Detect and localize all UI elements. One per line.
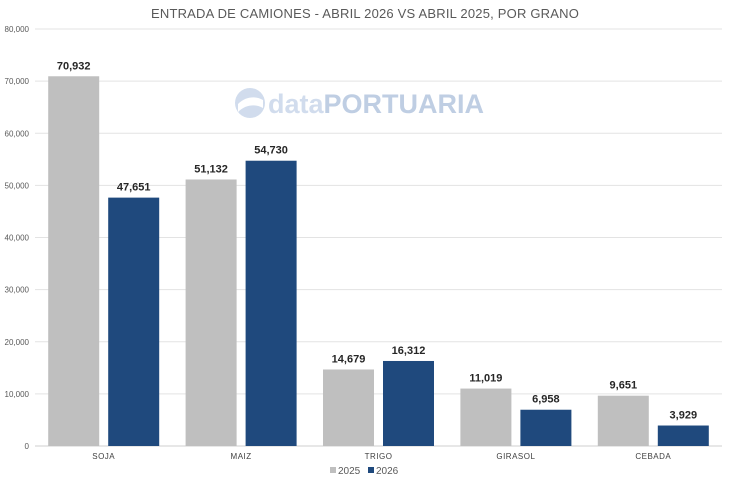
data-labels: 70,932 47,651 51,132 54,730 14,679 16,312 11,0… xyxy=(57,60,697,421)
bar-2025-cebada xyxy=(597,395,649,446)
category-label-soja: SOJA xyxy=(92,452,115,461)
category-label-cebada: CEBADA xyxy=(635,452,671,461)
port-logo-icon xyxy=(235,88,265,118)
data-label-2026-cebada: 3,929 xyxy=(670,410,698,422)
category-label-girasol: GIRASOL xyxy=(496,452,535,461)
y-tick-label: 80,000 xyxy=(5,25,30,34)
bar-2025-soja xyxy=(48,76,100,446)
legend: 2025 2026 xyxy=(330,466,399,477)
bar-2025-trigo xyxy=(323,369,374,446)
bar-2026-girasol xyxy=(520,409,572,446)
data-label-2025-soja: 70,932 xyxy=(57,60,91,72)
legend-swatch-2025 xyxy=(330,467,336,473)
bar-2025-girasol xyxy=(460,388,512,446)
watermark-text-portuaria: PORTUARIA xyxy=(324,89,485,119)
data-label-2026-trigo: 16,312 xyxy=(392,345,426,357)
legend-label-2026: 2026 xyxy=(376,466,399,477)
data-label-2026-soja: 47,651 xyxy=(117,182,151,194)
watermark-text-data: data xyxy=(268,89,325,119)
y-axis-ticks: 0 10,000 20,000 30,000 40,000 50,000 60,000 70,… xyxy=(5,25,30,451)
category-label-trigo: TRIGO xyxy=(365,452,393,461)
bar-2026-maiz xyxy=(245,160,297,446)
y-tick-label: 40,000 xyxy=(5,234,30,243)
category-label-maiz: MAIZ xyxy=(231,452,252,461)
bar-2026-cebada xyxy=(657,425,709,446)
chart-title: ENTRADA DE CAMIONES - ABRIL 2026 VS ABRI… xyxy=(151,6,579,21)
x-axis-categories: SOJA MAIZ TRIGO GIRASOL CEBADA xyxy=(92,452,671,461)
data-label-2025-cebada: 9,651 xyxy=(610,380,638,392)
y-tick-label: 60,000 xyxy=(5,129,30,138)
y-tick-label: 20,000 xyxy=(5,338,30,347)
bar-2026-trigo xyxy=(383,360,434,446)
y-tick-label: 70,000 xyxy=(5,77,30,86)
y-tick-label: 50,000 xyxy=(5,181,30,190)
data-label-2025-maiz: 51,132 xyxy=(194,163,228,175)
data-label-2026-maiz: 54,730 xyxy=(254,145,288,157)
watermark: dataPORTUARIA xyxy=(235,88,484,119)
data-label-2025-trigo: 14,679 xyxy=(332,353,366,365)
y-tick-label: 30,000 xyxy=(5,286,30,295)
bars xyxy=(48,76,709,446)
bar-2026-soja xyxy=(108,197,160,446)
legend-label-2025: 2025 xyxy=(338,466,361,477)
y-tick-label: 10,000 xyxy=(5,390,30,399)
data-label-2026-girasol: 6,958 xyxy=(532,394,560,406)
data-label-2025-girasol: 11,019 xyxy=(469,373,502,385)
legend-swatch-2026 xyxy=(368,467,374,473)
svg-text:dataPORTUARIA: dataPORTUARIA xyxy=(268,89,484,119)
bar-2025-maiz xyxy=(185,179,237,446)
y-tick-label: 0 xyxy=(25,442,30,451)
